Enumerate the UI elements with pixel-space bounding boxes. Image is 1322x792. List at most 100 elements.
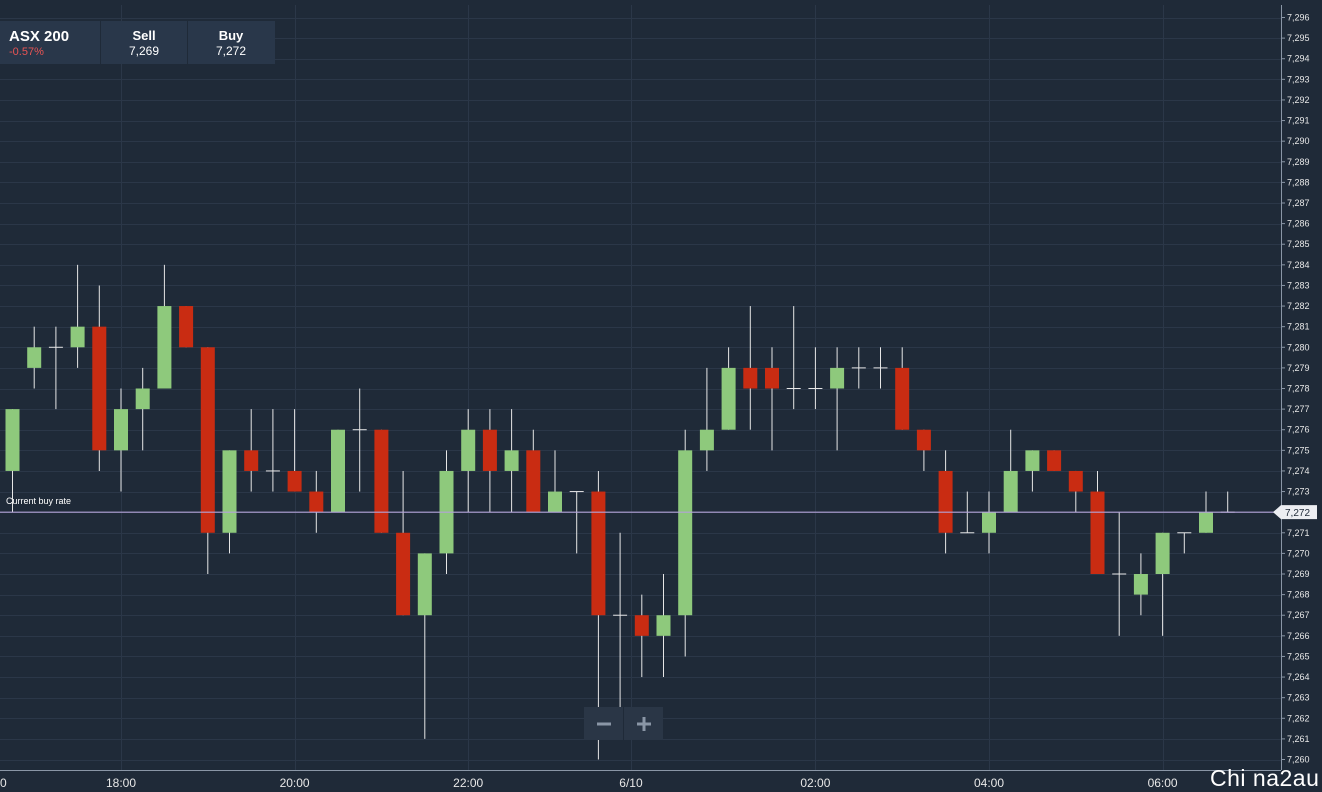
candle-down xyxy=(244,450,259,471)
zoom-in-button[interactable] xyxy=(623,707,663,740)
y-tick-label: 7,273 xyxy=(1287,487,1310,497)
candle-up xyxy=(830,367,845,389)
watermark: Chi na2au xyxy=(1210,765,1320,791)
y-tick-label: 7,266 xyxy=(1287,631,1310,641)
candle-up xyxy=(721,367,736,430)
candle-up xyxy=(331,429,345,513)
candle-down xyxy=(765,367,779,389)
candle-down xyxy=(309,491,324,513)
y-tick-label: 7,282 xyxy=(1287,301,1310,311)
candle-down xyxy=(916,429,931,451)
candle-down xyxy=(374,429,389,533)
candle-up xyxy=(1025,450,1040,471)
x-tick-label: 06:00 xyxy=(1148,776,1178,790)
candle-down xyxy=(200,347,215,533)
chart-grid xyxy=(0,5,1281,770)
zoom-out-button[interactable] xyxy=(584,707,623,740)
sell-label: Sell xyxy=(132,28,156,43)
candle-up xyxy=(699,429,714,451)
y-tick-label: 7,270 xyxy=(1287,548,1310,558)
candle-down xyxy=(1068,470,1083,492)
x-tick-label: 02:00 xyxy=(800,776,830,790)
sell-price: 7,269 xyxy=(128,44,160,58)
axes: 7,260 7,261 7,262 7,263 7,264 7,265 7,266 7,267… xyxy=(0,5,1317,790)
y-tick-label: 7,262 xyxy=(1287,713,1310,723)
y-tick-label: 7,260 xyxy=(1287,755,1310,765)
x-tick-label: 0 xyxy=(0,776,7,790)
candle-down xyxy=(92,326,107,451)
y-tick-label: 7,271 xyxy=(1287,528,1310,538)
zoom-controls xyxy=(584,707,663,740)
y-tick-label: 7,296 xyxy=(1287,13,1310,23)
candle-up xyxy=(548,491,562,513)
y-tick-label: 7,267 xyxy=(1287,610,1310,620)
candle-up xyxy=(417,553,432,616)
y-tick-label: 7,293 xyxy=(1287,74,1310,84)
plus-icon xyxy=(636,716,651,731)
y-tick-label: 7,283 xyxy=(1287,280,1310,290)
candle-up xyxy=(5,409,20,471)
y-tick-label: 7,269 xyxy=(1287,569,1310,579)
y-tick-label: 7,285 xyxy=(1287,239,1310,249)
candle-up xyxy=(157,306,172,389)
y-tick-label: 7,268 xyxy=(1287,590,1310,600)
candle-up xyxy=(504,450,519,471)
y-tick-label: 7,290 xyxy=(1287,136,1310,146)
candle-up xyxy=(135,388,150,410)
candle-down xyxy=(1047,450,1062,471)
candle-up xyxy=(1003,470,1018,513)
y-tick-label: 7,294 xyxy=(1287,54,1310,64)
instrument-cell: ASX 200 -0.57% xyxy=(0,21,100,64)
candle-up xyxy=(656,615,671,636)
minus-icon xyxy=(596,722,611,725)
candle-up xyxy=(1133,574,1148,595)
candle-down xyxy=(743,367,758,389)
x-tick-label: 22:00 xyxy=(453,776,483,790)
current-rate-tag xyxy=(1273,505,1317,520)
sell-button[interactable]: Sell 7,269 xyxy=(100,21,187,64)
candle-up xyxy=(982,512,996,533)
candle-up xyxy=(1199,512,1213,533)
candle-down xyxy=(1090,491,1105,574)
candle-down xyxy=(179,306,194,348)
y-tick-label: 7,289 xyxy=(1287,157,1310,167)
candle-down xyxy=(396,532,411,616)
y-tick-label: 7,275 xyxy=(1287,445,1310,455)
candle-up xyxy=(70,326,85,348)
x-tick-label: 04:00 xyxy=(974,776,1004,790)
y-tick-label: 7,263 xyxy=(1287,693,1310,703)
y-tick-label: 7,292 xyxy=(1287,95,1310,105)
y-tick-label: 7,284 xyxy=(1287,260,1310,270)
candle-up xyxy=(678,450,693,616)
candle-up xyxy=(461,429,476,471)
candle-down xyxy=(895,367,910,430)
buy-label: Buy xyxy=(218,28,244,43)
y-tick-label: 7,277 xyxy=(1287,404,1310,414)
candle-up xyxy=(114,409,128,451)
candle-down xyxy=(287,470,302,492)
y-tick-label: 7,288 xyxy=(1287,177,1310,187)
candle-down xyxy=(634,615,649,636)
quote-panel: ASX 200 -0.57% Sell 7,269 Buy 7,272 xyxy=(0,21,275,64)
current-rate-value: 7,272 xyxy=(1285,508,1310,519)
buy-button[interactable]: Buy 7,272 xyxy=(187,21,274,64)
instrument-name: ASX 200 xyxy=(9,28,70,45)
y-tick-label: 7,264 xyxy=(1287,672,1310,682)
x-tick-label: 6/10 xyxy=(619,776,643,790)
y-tick-label: 7,278 xyxy=(1287,384,1310,394)
y-tick-label: 7,280 xyxy=(1287,342,1310,352)
candle-down xyxy=(591,491,606,616)
candle-down xyxy=(938,470,953,533)
candle-up xyxy=(27,347,42,368)
x-tick-label: 20:00 xyxy=(280,776,310,790)
y-tick-label: 7,265 xyxy=(1287,651,1310,661)
y-tick-label: 7,274 xyxy=(1287,466,1310,476)
current-buy-rate-label: Current buy rate xyxy=(6,496,72,506)
y-tick-label: 7,291 xyxy=(1287,116,1310,126)
y-tick-label: 7,295 xyxy=(1287,33,1310,43)
candle-up xyxy=(1155,532,1170,574)
y-tick-label: 7,276 xyxy=(1287,425,1310,435)
buy-price: 7,272 xyxy=(215,44,247,58)
y-tick-label: 7,287 xyxy=(1287,198,1310,208)
